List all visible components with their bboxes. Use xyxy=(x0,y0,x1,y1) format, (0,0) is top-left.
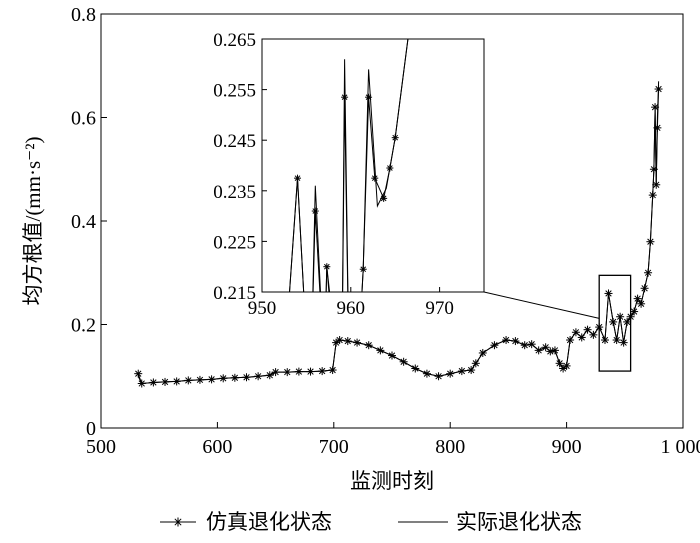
y-axis-label: 均方根值/(mm·s⁻²) xyxy=(21,136,45,305)
inset-plot-series xyxy=(289,39,409,292)
legend: 仿真退化状态 实际退化状态 xyxy=(160,510,582,534)
inset-actual-series-line xyxy=(289,39,409,292)
inset-plot-frame xyxy=(261,38,485,293)
x-tick-label: 1 000 xyxy=(661,436,700,458)
x-tick-label: 500 xyxy=(86,436,116,458)
inset-simulated-data-point xyxy=(294,174,302,182)
inset-y-tick-label: 0.215 xyxy=(213,283,256,304)
main-axis-ticks: 500 600 700 800 900 1 000 0 0.2 0.4 0.6 0.8 xyxy=(71,4,700,458)
y-tick-label: 0.2 xyxy=(71,315,96,337)
legend-label-simulated: 仿真退化状态 xyxy=(206,510,332,534)
inset-y-tick-label: 0.225 xyxy=(213,232,256,253)
inset-y-tick-label: 0.235 xyxy=(213,182,256,203)
inset-y-tick-label: 0.265 xyxy=(213,30,256,51)
legend-star-marker xyxy=(173,517,183,527)
x-tick-label: 900 xyxy=(552,436,582,458)
zoom-connector-line xyxy=(483,291,600,319)
inset-y-tick-label: 0.255 xyxy=(213,81,256,102)
inset-simulated-data-point xyxy=(311,207,319,215)
x-tick-label: 700 xyxy=(319,436,349,458)
legend-star-icon xyxy=(173,517,183,527)
y-tick-label: 0.6 xyxy=(71,108,96,130)
inset-simulated-data-point xyxy=(371,174,379,182)
x-tick-label: 800 xyxy=(435,436,465,458)
y-tick-label: 0.4 xyxy=(71,211,96,233)
legend-label-actual: 实际退化状态 xyxy=(456,510,582,534)
zoom-box xyxy=(598,274,632,372)
x-tick-label: 600 xyxy=(202,436,232,458)
inset-y-tick-label: 0.245 xyxy=(213,131,256,152)
inset-x-tick-label: 970 xyxy=(425,298,454,319)
x-axis-label: 监测时刻 xyxy=(350,469,434,493)
y-tick-label: 0 xyxy=(86,418,96,440)
inset-x-tick-label: 960 xyxy=(337,298,366,319)
inset-axis-ticks: 950 960 970 0.215 0.225 0.235 0.245 0.255 0.265 xyxy=(213,30,454,319)
y-tick-label: 0.8 xyxy=(71,4,96,26)
inset-x-tick-label: 950 xyxy=(248,298,277,319)
